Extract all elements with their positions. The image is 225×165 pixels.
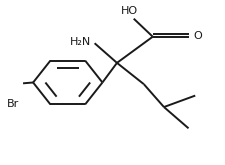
Text: O: O [193,31,202,41]
Text: Br: Br [7,99,19,109]
Text: HO: HO [121,6,138,16]
Text: H₂N: H₂N [70,37,91,47]
